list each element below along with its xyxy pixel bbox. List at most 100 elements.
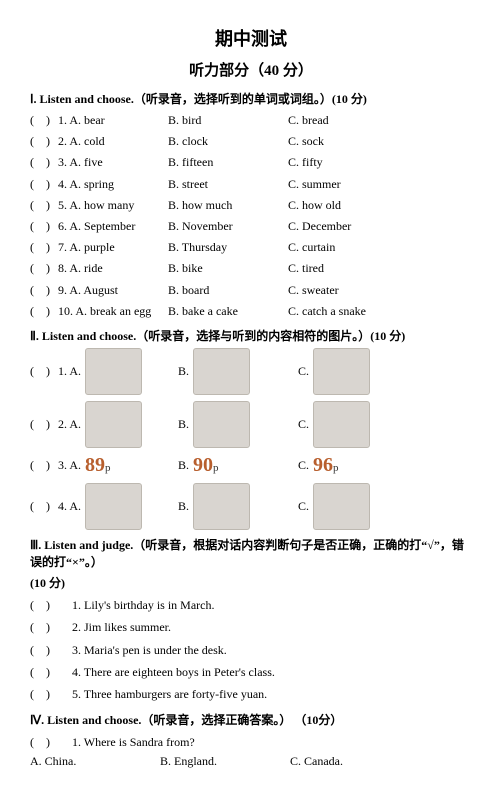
- section4-heading: Ⅳ. Listen and choose.（听录音，选择正确答案。） （10分）: [30, 711, 472, 728]
- paren: ( ): [30, 281, 58, 300]
- img-mc-row: ( )3. A.89pB.90pC.96p: [30, 454, 472, 477]
- opt-b: B. bike: [168, 259, 288, 278]
- q-text: 1. Where is Sandra from?: [72, 732, 195, 752]
- opt-c: C. catch a snake: [288, 302, 408, 321]
- judge-row: ( )3. Maria's pen is under the desk.: [30, 640, 472, 660]
- price-b: B.90p: [178, 454, 298, 477]
- section1-heading: Ⅰ. Listen and choose.（听录音，选择听到的单词或词组。）(1…: [30, 90, 472, 107]
- paren: ( ): [30, 153, 58, 172]
- image-icon: [313, 348, 370, 395]
- opt-a: 7. A. purple: [58, 238, 168, 257]
- img-c: C.: [298, 483, 418, 530]
- opt-c: C. how old: [288, 196, 408, 215]
- mc-row: ( )8. A. rideB. bikeC. tired: [30, 259, 472, 278]
- opt-c: C. sock: [288, 132, 408, 151]
- opt-b: B. England.: [160, 754, 290, 769]
- image-icon: [85, 348, 142, 395]
- section3-heading-points: (10 分): [30, 574, 472, 591]
- section4-q1-options: A. China. B. England. C. Canada.: [30, 754, 472, 769]
- price-c: C.96p: [298, 454, 418, 477]
- paren: ( ): [30, 302, 58, 321]
- opt-b: B. clock: [168, 132, 288, 151]
- opt-c: C. sweater: [288, 281, 408, 300]
- opt-b: B. how much: [168, 196, 288, 215]
- img-mc-row: ( )4. A.B.C.: [30, 483, 472, 530]
- image-icon: [193, 348, 250, 395]
- opt-b: B. bake a cake: [168, 302, 288, 321]
- image-icon: [193, 401, 250, 448]
- opt-a: 1. A. bear: [58, 111, 168, 130]
- img-mc-row: ( )1. A.B.C.: [30, 348, 472, 395]
- section4-q1: ( ) 1. Where is Sandra from?: [30, 732, 472, 752]
- opt-a: 10. A. break an egg: [58, 302, 168, 321]
- paren: ( ): [30, 238, 58, 257]
- mc-row: ( )9. A. AugustB. boardC. sweater: [30, 281, 472, 300]
- opt-a: 6. A. September: [58, 217, 168, 236]
- opt-c: C. summer: [288, 175, 408, 194]
- judge-text: 5. Three hamburgers are forty-five yuan.: [72, 684, 267, 704]
- img-mc-row: ( )2. A.B.C.: [30, 401, 472, 448]
- section3-heading: Ⅲ. Listen and judge.（听录音，根据对话内容判断句子是否正确，…: [30, 536, 472, 570]
- mc-row: ( )10. A. break an eggB. bake a cakeC. c…: [30, 302, 472, 321]
- opt-c: C. fifty: [288, 153, 408, 172]
- judge-text: 1. Lily's birthday is in March.: [72, 595, 214, 615]
- mc-row: ( )6. A. SeptemberB. NovemberC. December: [30, 217, 472, 236]
- section2-heading: Ⅱ. Listen and choose.（听录音，选择与听到的内容相符的图片。…: [30, 327, 472, 344]
- paren: ( ): [30, 217, 58, 236]
- img-a: 1. A.: [58, 348, 178, 395]
- mc-row: ( )4. A. springB. streetC. summer: [30, 175, 472, 194]
- opt-a: 3. A. five: [58, 153, 168, 172]
- img-c: C.: [298, 401, 418, 448]
- paren: ( ): [30, 417, 58, 432]
- judge-text: 3. Maria's pen is under the desk.: [72, 640, 227, 660]
- opt-b: B. bird: [168, 111, 288, 130]
- img-a: 4. A.: [58, 483, 178, 530]
- paren: ( ): [30, 364, 58, 379]
- paren: ( ): [30, 111, 58, 130]
- judge-row: ( )2. Jim likes summer.: [30, 617, 472, 637]
- mc-row: ( )3. A. fiveB. fifteenC. fifty: [30, 153, 472, 172]
- judge-text: 4. There are eighteen boys in Peter's cl…: [72, 662, 275, 682]
- paren: ( ): [30, 732, 58, 752]
- opt-a: 8. A. ride: [58, 259, 168, 278]
- opt-a: 9. A. August: [58, 281, 168, 300]
- img-b: B.: [178, 401, 298, 448]
- image-icon: [313, 483, 370, 530]
- opt-b: B. November: [168, 217, 288, 236]
- judge-row: ( ) 4. There are eighteen boys in Peter's…: [30, 662, 472, 682]
- opt-a: 5. A. how many: [58, 196, 168, 215]
- section3-list: ( ) 1. Lily's birthday is in March.( )2. …: [30, 595, 472, 705]
- image-icon: [85, 401, 142, 448]
- image-icon: [313, 401, 370, 448]
- paren: ( ): [30, 132, 58, 151]
- paren: ( ): [30, 684, 58, 704]
- mc-row: ( )5. A. how manyB. how muchC. how old: [30, 196, 472, 215]
- opt-c: C. December: [288, 217, 408, 236]
- judge-row: ( ) 5. Three hamburgers are forty-five yu…: [30, 684, 472, 704]
- judge-row: ( ) 1. Lily's birthday is in March.: [30, 595, 472, 615]
- opt-c: C. curtain: [288, 238, 408, 257]
- image-icon: [85, 483, 142, 530]
- opt-a: 4. A. spring: [58, 175, 168, 194]
- opt-b: B. street: [168, 175, 288, 194]
- opt-b: B. Thursday: [168, 238, 288, 257]
- mc-row: ( )1. A. bearB. birdC. bread: [30, 111, 472, 130]
- paren: ( ): [30, 617, 58, 637]
- img-a: 2. A.: [58, 401, 178, 448]
- paren: ( ): [30, 595, 58, 615]
- img-b: B.: [178, 348, 298, 395]
- image-icon: [193, 483, 250, 530]
- mc-row: ( )7. A. purpleB. ThursdayC. curtain: [30, 238, 472, 257]
- opt-b: B. board: [168, 281, 288, 300]
- paren: ( ): [30, 196, 58, 215]
- opt-a: 2. A. cold: [58, 132, 168, 151]
- opt-b: B. fifteen: [168, 153, 288, 172]
- paren: ( ): [30, 662, 58, 682]
- page-title: 期中测试: [30, 25, 472, 51]
- section2-list: ( )1. A.B.C.( )2. A.B.C.( )3. A.89pB.90p…: [30, 348, 472, 530]
- opt-a: A. China.: [30, 754, 160, 769]
- opt-c: C. Canada.: [290, 754, 420, 769]
- paren: ( ): [30, 175, 58, 194]
- img-b: B.: [178, 483, 298, 530]
- page-subtitle: 听力部分（40 分）: [30, 59, 472, 80]
